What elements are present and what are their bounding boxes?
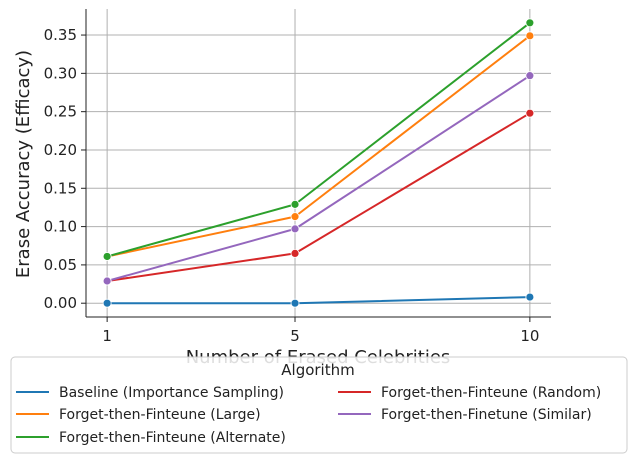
data-point (525, 108, 535, 118)
data-point (102, 252, 112, 261)
series-line (107, 296, 530, 305)
legend-label: Forget-then-Finteune (Large) (59, 407, 261, 423)
legend-box (10, 356, 628, 454)
data-point (290, 212, 300, 222)
series-line (106, 35, 531, 258)
axes (85, 9, 551, 318)
series-3 (102, 18, 535, 261)
x-tick-label: 10 (520, 327, 539, 345)
legend-item: Baseline (Importance Sampling) (16, 385, 284, 401)
data-point (290, 199, 300, 209)
data-point (290, 249, 300, 258)
y-tick-label: 0.10 (44, 218, 77, 236)
data-point (525, 31, 535, 41)
series-line (106, 74, 531, 282)
data-point (290, 224, 300, 234)
data-point (290, 298, 300, 308)
ticks: 0.00 0.05 0.10 0.15 0.20 0.25 0.30 0.35 1 5 10 (44, 26, 540, 345)
data-point (525, 18, 535, 28)
y-tick-label: 0.25 (44, 103, 77, 121)
legend-item: Forget-then-Finteune (Large) (16, 407, 261, 423)
legend-title: Algorithm (281, 361, 354, 379)
legend: Algorithm Baseline (Importance Sampling)… (10, 356, 628, 454)
y-tick-label: 0.35 (44, 26, 77, 44)
series-4 (102, 108, 535, 286)
data-point (525, 71, 535, 81)
y-tick-label: 0.00 (44, 294, 77, 312)
legend-label: Forget-then-Finteune (Alternate) (59, 430, 286, 446)
legend-label: Forget-then-Finteune (Random) (381, 385, 601, 401)
y-tick-label: 0.05 (44, 256, 77, 274)
data-point (102, 298, 112, 308)
x-tick-label: 5 (290, 327, 300, 345)
legend-label: Forget-then-Finetune (Similar) (381, 407, 592, 423)
series-1 (102, 292, 535, 308)
series-5 (102, 71, 535, 286)
series-line (106, 112, 531, 282)
series-line (106, 21, 531, 258)
y-tick-label: 0.20 (44, 141, 77, 159)
series (102, 18, 535, 308)
grid (86, 9, 551, 317)
y-tick-label: 0.30 (44, 64, 77, 82)
data-point (102, 276, 112, 286)
legend-item: Forget-then-Finteune (Random) (338, 385, 601, 401)
y-axis-label: Erase Accuracy (Efficacy) (13, 50, 34, 278)
legend-label: Baseline (Importance Sampling) (59, 385, 284, 401)
data-point (525, 292, 535, 302)
legend-item: Forget-then-Finteune (Alternate) (16, 430, 286, 446)
x-tick-label: 1 (102, 327, 112, 345)
legend-item: Forget-then-Finetune (Similar) (338, 407, 592, 423)
y-tick-label: 0.15 (44, 179, 77, 197)
